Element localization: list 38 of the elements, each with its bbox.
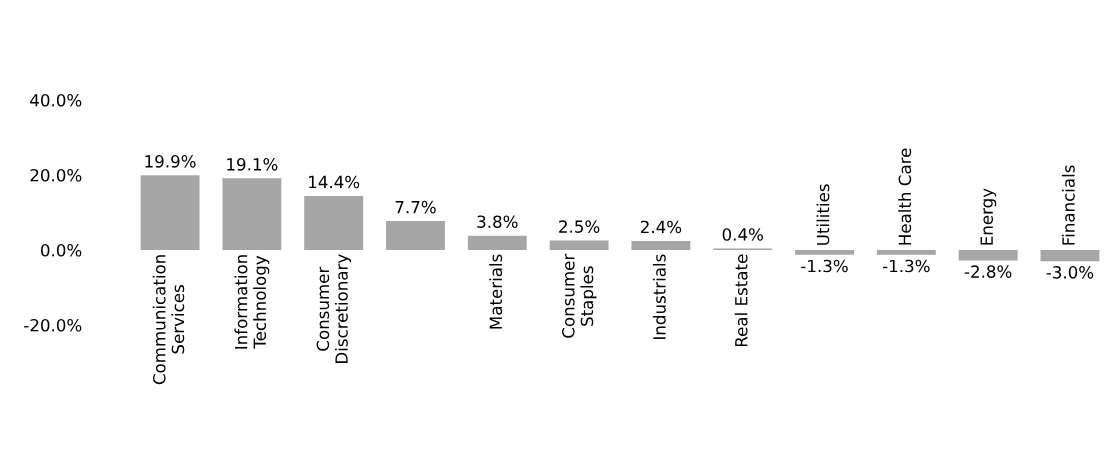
x-tick-label: Financials [1061, 165, 1075, 245]
bar [222, 178, 282, 250]
x-tick-label: Utilities [816, 184, 830, 245]
data-label: 19.1% [227, 158, 278, 171]
data-label: 0.4% [722, 228, 763, 241]
data-label: -3.0% [1046, 266, 1094, 279]
x-tick-label: Consumer Staples [562, 253, 597, 338]
bar [631, 240, 691, 250]
data-label: 19.9% [145, 155, 196, 168]
data-label: 2.4% [640, 220, 682, 234]
data-label: 7.7% [395, 200, 436, 214]
bar [386, 221, 445, 250]
x-tick-label: Health Care [898, 148, 912, 245]
bar [140, 175, 200, 250]
y-tick-label: 20.0% [30, 168, 82, 182]
bar [795, 249, 854, 255]
x-tick-label: Energy [980, 188, 997, 245]
data-label: -1.3% [882, 259, 930, 273]
bar [467, 235, 527, 250]
bar [304, 195, 364, 250]
x-tick-label: Materials [489, 254, 503, 329]
bar [549, 240, 609, 250]
x-tick-label: Real Estate [734, 254, 748, 347]
x-tick-label: Information Technology [234, 255, 270, 349]
data-label: 14.4% [309, 175, 360, 189]
bar [958, 249, 1018, 261]
x-tick-label: Consumer Discretionary [316, 254, 352, 363]
data-label: 3.8% [477, 215, 518, 229]
y-tick-label: 0.0% [41, 243, 82, 257]
data-label: -1.3% [801, 259, 848, 273]
y-tick-label: 40.0% [30, 93, 82, 107]
y-tick-label: -20.0% [24, 318, 82, 332]
data-label: 2.5% [559, 220, 600, 233]
x-tick-label: Communication Services [152, 255, 185, 385]
x-tick-label: Industrials [652, 254, 666, 339]
bar [876, 249, 936, 255]
bar [1040, 249, 1100, 262]
data-label: -2.8% [964, 265, 1012, 278]
